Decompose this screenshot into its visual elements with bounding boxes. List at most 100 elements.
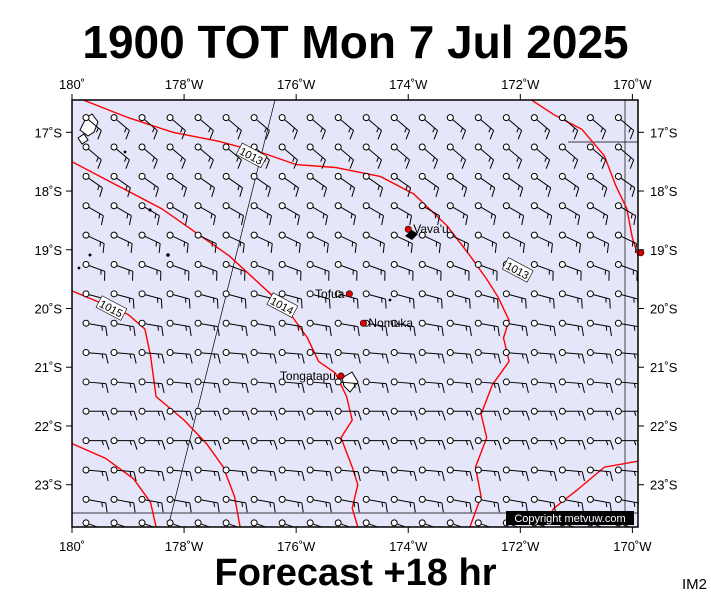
wind-barb-feather — [101, 325, 103, 331]
wind-station-circle — [194, 231, 202, 239]
wind-barb-feather — [521, 502, 524, 507]
wind-barb — [558, 172, 580, 198]
wind-barb-feather — [129, 471, 132, 477]
isobar-line — [72, 442, 157, 527]
wind-station-circle — [250, 349, 258, 357]
wind-barb-feather — [465, 325, 468, 331]
wind-barb-staff — [424, 177, 439, 189]
wind-station-circle — [418, 495, 426, 503]
wind-barb — [586, 114, 607, 140]
wind-station-circle — [250, 519, 258, 527]
wind-station-circle — [166, 319, 174, 327]
wind-barb-staff — [620, 119, 635, 131]
wind-barb-feather — [469, 354, 473, 364]
wind-station-circle — [306, 231, 314, 239]
wind-station-circle — [446, 172, 454, 180]
wind-barb-staff — [172, 119, 186, 131]
wind-barb-feather — [351, 241, 354, 247]
wind-barb-feather — [157, 471, 160, 477]
wind-barb-feather — [273, 354, 277, 364]
wind-barb — [418, 466, 445, 482]
wind-station-circle — [138, 172, 146, 180]
wind-station-circle — [362, 495, 370, 503]
wind-barb-staff — [144, 323, 162, 328]
wind-barb — [362, 202, 385, 226]
wind-barb-feather — [573, 130, 579, 140]
wind-barb — [530, 260, 554, 281]
wind-barb-staff — [537, 323, 555, 328]
wind-barb-feather — [357, 354, 361, 364]
wind-barb-feather — [105, 440, 110, 450]
wind-station-circle — [306, 290, 314, 298]
wind-barb-feather — [129, 383, 132, 389]
wind-barb-staff — [340, 265, 358, 272]
wind-barb-feather — [101, 353, 104, 359]
wind-station-circle — [138, 319, 146, 327]
wind-station-circle — [418, 378, 426, 386]
wind-barb-feather — [601, 185, 604, 191]
wind-barb — [110, 290, 135, 309]
wind-barb-feather — [629, 185, 632, 191]
wind-barb-feather — [353, 325, 356, 331]
wind-barb-feather — [329, 471, 333, 482]
wind-station-circle — [446, 202, 454, 210]
wind-barb — [502, 319, 528, 337]
wind-station-circle — [138, 466, 146, 474]
wind-barb — [278, 143, 298, 169]
wind-barb-staff — [116, 352, 134, 355]
wind-barb — [558, 114, 579, 140]
wind-barb-feather — [381, 471, 384, 477]
wind-barb — [643, 379, 668, 393]
wind-barb-feather — [152, 127, 155, 133]
wind-station-circle — [558, 466, 566, 474]
wind-barb-staff — [452, 177, 467, 189]
wind-station-circle — [166, 407, 174, 415]
wind-station-circle — [166, 437, 174, 445]
wind-barb-feather — [609, 354, 613, 364]
wind-barb-feather — [634, 243, 638, 254]
wind-barb-staff — [257, 352, 275, 355]
wind-station-circle — [138, 349, 146, 357]
wind-barb-feather — [404, 127, 407, 133]
wind-barb-staff — [144, 499, 162, 504]
lat-tick-label-left: 21˚S — [35, 360, 63, 375]
wind-station-circle — [194, 290, 202, 298]
wind-barb-feather — [549, 353, 552, 359]
wind-barb-feather — [581, 354, 585, 364]
wind-station-circle — [558, 437, 566, 445]
wind-barb — [334, 143, 354, 169]
wind-barb-feather — [489, 130, 495, 140]
wind-station-circle — [306, 519, 314, 527]
wind-barb — [474, 407, 502, 421]
wind-station-circle — [194, 202, 202, 210]
wind-barb — [306, 231, 329, 254]
wind-station-circle — [222, 349, 230, 357]
wind-barb — [194, 231, 217, 254]
wind-barb-staff — [593, 352, 611, 355]
wind-station-circle — [306, 495, 314, 503]
wind-barb-feather — [157, 440, 161, 446]
wind-barb-feather — [606, 243, 609, 254]
wind-barb-feather — [301, 440, 306, 450]
wind-barb-staff — [621, 469, 638, 473]
wind-barb-feather — [469, 502, 472, 513]
wind-barb-feather — [157, 502, 159, 507]
wind-barb-feather — [239, 187, 243, 198]
wind-barb — [334, 378, 361, 394]
place-label: Nomuka — [368, 316, 413, 330]
wind-station-circle — [446, 114, 454, 122]
wind-barb — [362, 114, 382, 140]
wind-barb-staff — [509, 469, 527, 473]
wind-barb — [446, 172, 468, 198]
wind-barb-feather — [125, 130, 130, 140]
wind-barb — [530, 378, 557, 394]
wind-barb — [446, 202, 469, 226]
wind-barb — [390, 260, 414, 281]
wind-barb — [166, 349, 193, 364]
wind-station-circle — [614, 495, 622, 503]
wind-barb-feather — [381, 353, 384, 359]
wind-barb — [446, 231, 469, 254]
wind-barb — [82, 466, 109, 482]
wind-barb-feather — [413, 326, 416, 337]
